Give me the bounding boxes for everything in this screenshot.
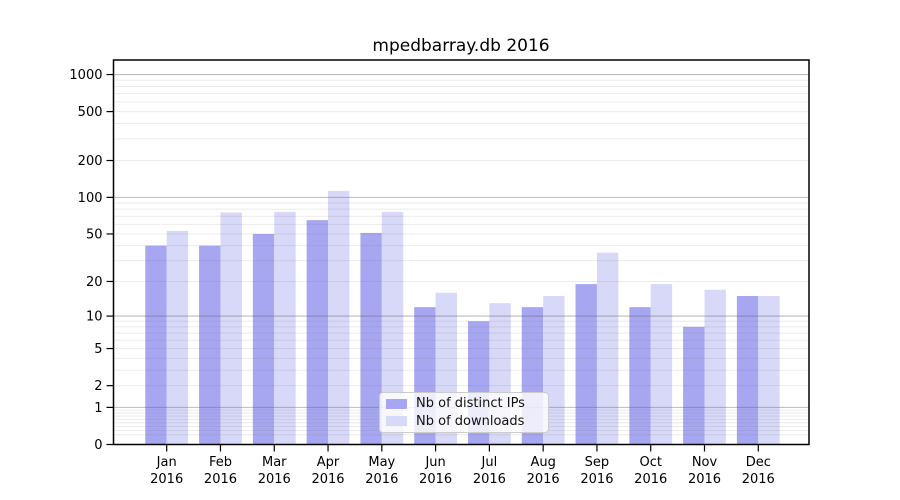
bar-downloads-oct: [650, 284, 673, 445]
y-tick-label: 1: [94, 401, 102, 416]
bar-ips-dec: [736, 296, 759, 445]
bar-ips-apr: [306, 220, 329, 445]
y-tick-label: 500: [78, 105, 103, 120]
bar-ips-jan: [145, 245, 167, 445]
x-tick-label-month: Mar: [262, 455, 287, 470]
x-tick-label-month: Nov: [692, 455, 718, 470]
y-tick-label: 2: [94, 379, 102, 394]
bar-ips-mar: [252, 233, 275, 445]
x-tick-label-month: May: [368, 455, 395, 470]
y-tick-label: 1000: [69, 68, 102, 83]
x-tick-label-year: 2016: [527, 472, 560, 487]
x-tick-label-month: Apr: [317, 455, 340, 470]
bar-downloads-mar: [274, 211, 296, 445]
bar-downloads-feb: [220, 212, 242, 445]
x-tick-label-year: 2016: [204, 472, 237, 487]
x-tick-label-month: Aug: [530, 455, 555, 470]
x-tick-label-year: 2016: [580, 472, 613, 487]
x-tick-label-month: Jun: [424, 455, 445, 470]
bar-ips-oct: [629, 307, 651, 445]
x-tick-label-month: Jan: [156, 455, 177, 470]
legend-swatch-downloads: [386, 416, 407, 427]
y-tick-label: 50: [86, 227, 103, 242]
bar-downloads-jan: [166, 230, 189, 445]
chart-title: mpedbarray.db 2016: [372, 36, 550, 56]
x-tick-label-month: Dec: [746, 455, 771, 470]
y-tick-label: 20: [86, 275, 103, 290]
x-tick-label-year: 2016: [742, 472, 775, 487]
x-tick-label-month: Jul: [481, 455, 498, 470]
x-tick-label-year: 2016: [258, 472, 291, 487]
legend-box: Nb of distinct IPs Nb of downloads: [379, 392, 549, 433]
x-tick-label-year: 2016: [365, 472, 398, 487]
bar-ips-feb: [199, 245, 221, 445]
bar-ips-may: [360, 232, 382, 445]
bar-ips-nov: [683, 326, 705, 445]
x-tick-label-year: 2016: [311, 472, 344, 487]
bar-downloads-apr: [328, 190, 350, 445]
x-tick-label-year: 2016: [473, 472, 506, 487]
x-tick-label-year: 2016: [634, 472, 667, 487]
bar-downloads-may: [381, 211, 404, 445]
x-tick-label-month: Feb: [209, 455, 232, 470]
bar-ips-sep: [575, 284, 597, 445]
x-tick-label-month: Sep: [585, 455, 610, 470]
legend-swatch-distinct-ips: [386, 398, 407, 409]
x-tick-label-year: 2016: [688, 472, 721, 487]
plot-border: [112, 59, 810, 446]
bar-downloads-nov: [704, 289, 726, 445]
y-tick-label: 5: [94, 342, 102, 357]
bar-downloads-sep: [596, 252, 619, 445]
y-tick-label: 0: [94, 438, 102, 453]
bar-downloads-dec: [758, 296, 780, 445]
y-tick-label: 10: [86, 310, 103, 325]
y-tick-label: 200: [78, 154, 103, 169]
legend-label-downloads: Nb of downloads: [416, 413, 525, 429]
legend-label-distinct-ips: Nb of distinct IPs: [416, 396, 525, 412]
x-tick-label-year: 2016: [419, 472, 452, 487]
x-tick-label-year: 2016: [150, 472, 183, 487]
legend-item-distinct-ips: Nb of distinct IPs: [386, 396, 542, 411]
legend-item-downloads: Nb of downloads: [386, 414, 542, 429]
y-tick-label: 100: [78, 191, 103, 206]
x-tick-label-month: Oct: [639, 455, 661, 470]
